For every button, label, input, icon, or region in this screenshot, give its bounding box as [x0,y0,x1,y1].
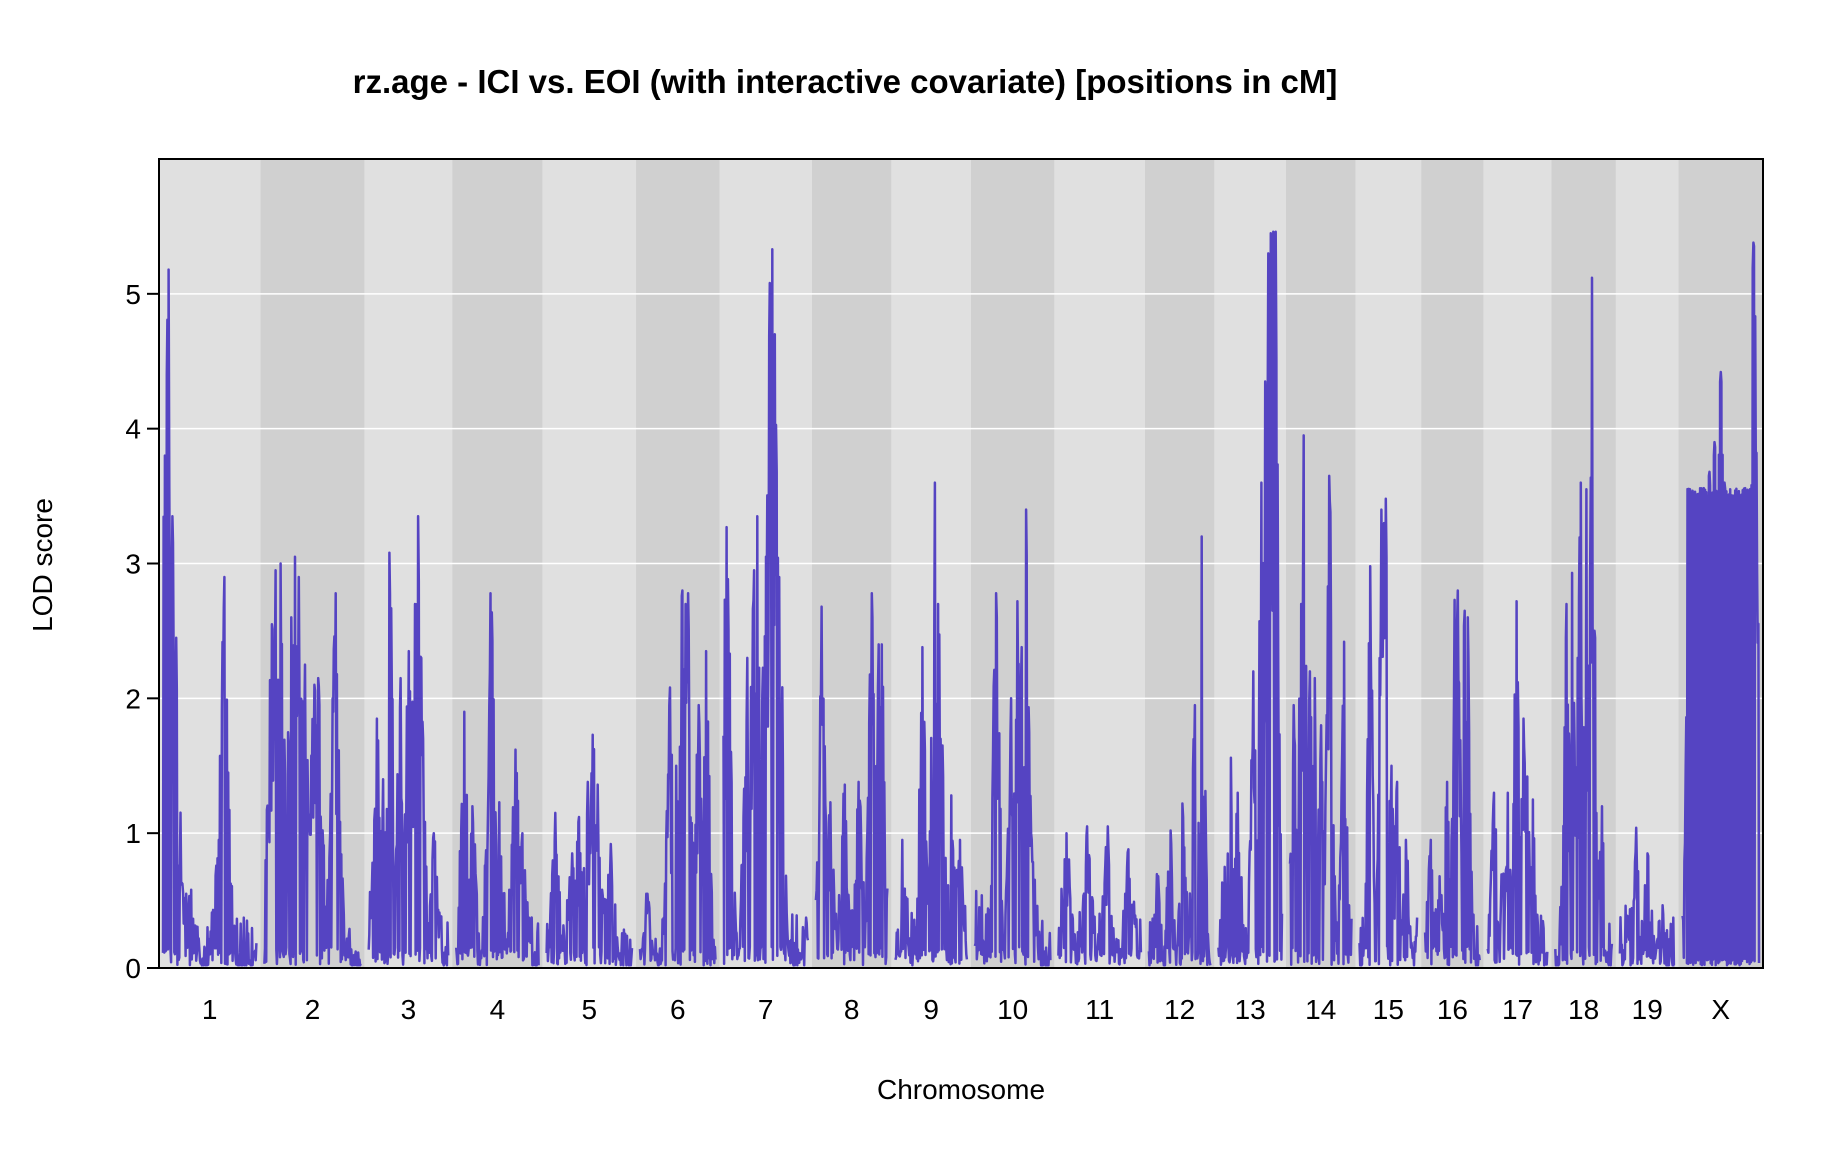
lod-line-chr-9 [894,481,969,967]
y-tick-label-4: 4 [125,414,141,445]
x-tick-label-19: 19 [1632,994,1663,1025]
x-axis: 1 2 3 4 5 6 7 8 9 10 11 12 13 14 15 16 17 18 19 X [202,994,1731,1025]
x-tick-label-1: 1 [202,994,218,1025]
x-tick-label-17: 17 [1502,994,1533,1025]
x-tick-label-15: 15 [1373,994,1404,1025]
lod-line-chr-19 [1618,826,1676,967]
y-tick-label-5: 5 [125,279,141,310]
y-tick-label-3: 3 [125,549,141,580]
x-tick-label-16: 16 [1437,994,1468,1025]
lod-series [161,230,1761,967]
x-tick-label-11: 11 [1085,994,1114,1025]
lod-line-chr-11 [1057,825,1143,966]
x-tick-label-7: 7 [758,994,774,1025]
lod-line-chr-8 [814,591,889,967]
x-tick-label-2: 2 [305,994,321,1025]
x-tick-label-10: 10 [997,994,1028,1025]
lod-line-chr-15 [1358,497,1419,967]
x-tick-label-9: 9 [923,994,939,1025]
lod-line-chr-10 [973,508,1052,967]
y-tick-label-0: 0 [125,953,141,984]
x-tick-label-12: 12 [1164,994,1195,1025]
y-tick-label-1: 1 [125,818,141,849]
y-axis-label: LOD score [27,498,58,632]
lod-line-chr-13 [1217,230,1284,966]
lod-line-chr-3 [367,515,450,967]
x-tick-label-18: 18 [1568,994,1599,1025]
x-tick-label-4: 4 [490,994,506,1025]
chart-title: rz.age - ICI vs. EOI (with interactive c… [353,63,1338,100]
x-tick-label-14: 14 [1305,994,1336,1025]
lod-line-chr-1 [161,268,258,967]
x-tick-label-13: 13 [1235,994,1266,1025]
lod-line-chr-17 [1486,600,1549,967]
x-tick-label-8: 8 [844,994,860,1025]
lod-line-chr-4 [454,591,540,967]
x-axis-label: Chromosome [877,1074,1045,1105]
gridlines [159,293,1763,834]
x-tick-label-5: 5 [582,994,598,1025]
lod-line-chr-16 [1423,589,1481,967]
x-tick-label-6: 6 [670,994,686,1025]
lod-line-chr-2 [263,555,362,967]
lod-line-chr-14 [1288,434,1353,967]
lod-line-chr-12 [1147,535,1212,967]
lod-line-chr-6 [638,589,717,967]
lod-line-chr-18 [1554,276,1614,967]
lod-line-chr-7 [722,248,810,967]
lod-line-chr-X [1681,241,1761,967]
y-tick-label-2: 2 [125,683,141,714]
x-tick-label-3: 3 [401,994,417,1025]
lod-line-chr-5 [545,733,634,967]
x-tick-label-X: X [1711,994,1730,1025]
y-axis: 0 1 2 3 4 5 [125,279,159,984]
